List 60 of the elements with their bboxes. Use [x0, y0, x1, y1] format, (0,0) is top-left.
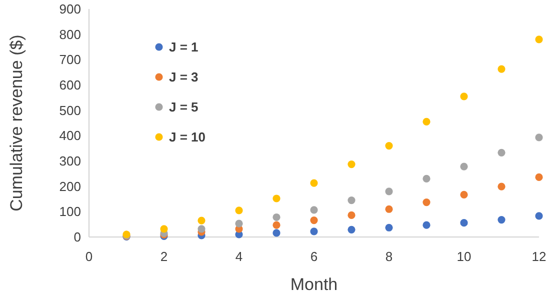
point	[535, 134, 543, 142]
y-tick-label: 900	[59, 2, 81, 17]
point	[235, 206, 243, 214]
point	[385, 205, 393, 213]
x-tick-label: 0	[85, 249, 93, 264]
y-tick-label: 300	[59, 154, 81, 169]
point	[385, 224, 393, 232]
x-axis-title: Month	[290, 275, 338, 294]
point	[385, 142, 393, 150]
point	[422, 118, 430, 126]
y-tick-label: 0	[74, 230, 81, 245]
point	[348, 211, 356, 220]
y-tick-label: 200	[59, 178, 81, 194]
point	[198, 225, 206, 233]
x-tick-label: 8	[385, 249, 393, 264]
point	[272, 194, 280, 202]
legend-label: J = 1	[169, 40, 198, 55]
x-tick-label: 4	[235, 249, 243, 264]
point	[348, 196, 356, 204]
point	[310, 179, 318, 187]
point	[460, 162, 468, 170]
point	[310, 216, 318, 224]
point	[498, 148, 506, 156]
point	[348, 160, 356, 168]
point	[422, 198, 430, 206]
point	[535, 173, 543, 182]
point	[272, 213, 280, 222]
point	[272, 221, 280, 229]
point	[272, 229, 280, 237]
x-tick-label: 2	[160, 249, 168, 264]
x-tick-label: 12	[532, 249, 546, 264]
point	[535, 212, 543, 220]
point	[198, 216, 206, 224]
point	[460, 190, 468, 198]
legend-label: J = 3	[169, 70, 198, 85]
x-tick-label: 10	[456, 249, 472, 264]
point	[235, 220, 243, 228]
point	[535, 36, 543, 44]
y-tick-label: 600	[59, 78, 81, 93]
point	[348, 226, 356, 234]
point	[460, 219, 468, 227]
y-axis-title: Cumulative revenue ($)	[7, 34, 26, 212]
y-tick-label: 100	[59, 204, 81, 220]
y-tick-label: 800	[59, 26, 81, 42]
y-tick-label: 500	[59, 102, 81, 118]
point	[310, 228, 318, 236]
y-tick-label: 400	[59, 128, 81, 144]
y-tick-label: 700	[59, 52, 81, 68]
point	[498, 216, 506, 224]
legend-label: J = 10	[169, 130, 206, 145]
point	[422, 221, 430, 229]
point	[422, 174, 430, 183]
x-tick-label: 6	[310, 249, 318, 264]
point	[460, 92, 468, 100]
point	[160, 225, 168, 233]
point	[310, 206, 318, 214]
point	[498, 65, 506, 73]
point	[498, 182, 506, 190]
legend-label: J = 5	[169, 100, 198, 115]
point	[385, 188, 393, 196]
